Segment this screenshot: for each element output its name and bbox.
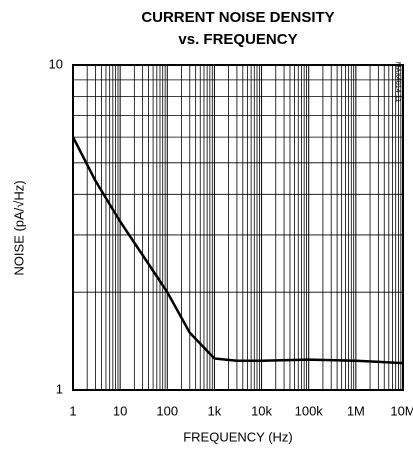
x-tick-label: 10M (390, 403, 413, 418)
x-tick-label: 10 (113, 403, 127, 418)
x-tick-label: 1k (208, 403, 222, 418)
noise-curve (71, 136, 404, 365)
chart-title: CURRENT NOISE DENSITY (141, 9, 334, 26)
x-tick-label: 1 (69, 403, 76, 418)
chart-subtitle: vs. FREQUENCY (178, 31, 297, 48)
y-axis-label: NOISE (pA/√Hz) (11, 180, 26, 275)
y-tick-label: 1 (56, 381, 63, 396)
y-tick-label: 10 (49, 56, 63, 71)
x-tick-label: 100k (295, 403, 324, 418)
part-number: MAX4014-11 (394, 62, 401, 102)
x-tick-label: 1M (347, 403, 365, 418)
plot-frame (72, 64, 404, 391)
x-tick-label: 100 (156, 403, 178, 418)
x-tick-label: 10k (251, 403, 272, 418)
x-axis-label: FREQUENCY (Hz) (183, 429, 293, 444)
